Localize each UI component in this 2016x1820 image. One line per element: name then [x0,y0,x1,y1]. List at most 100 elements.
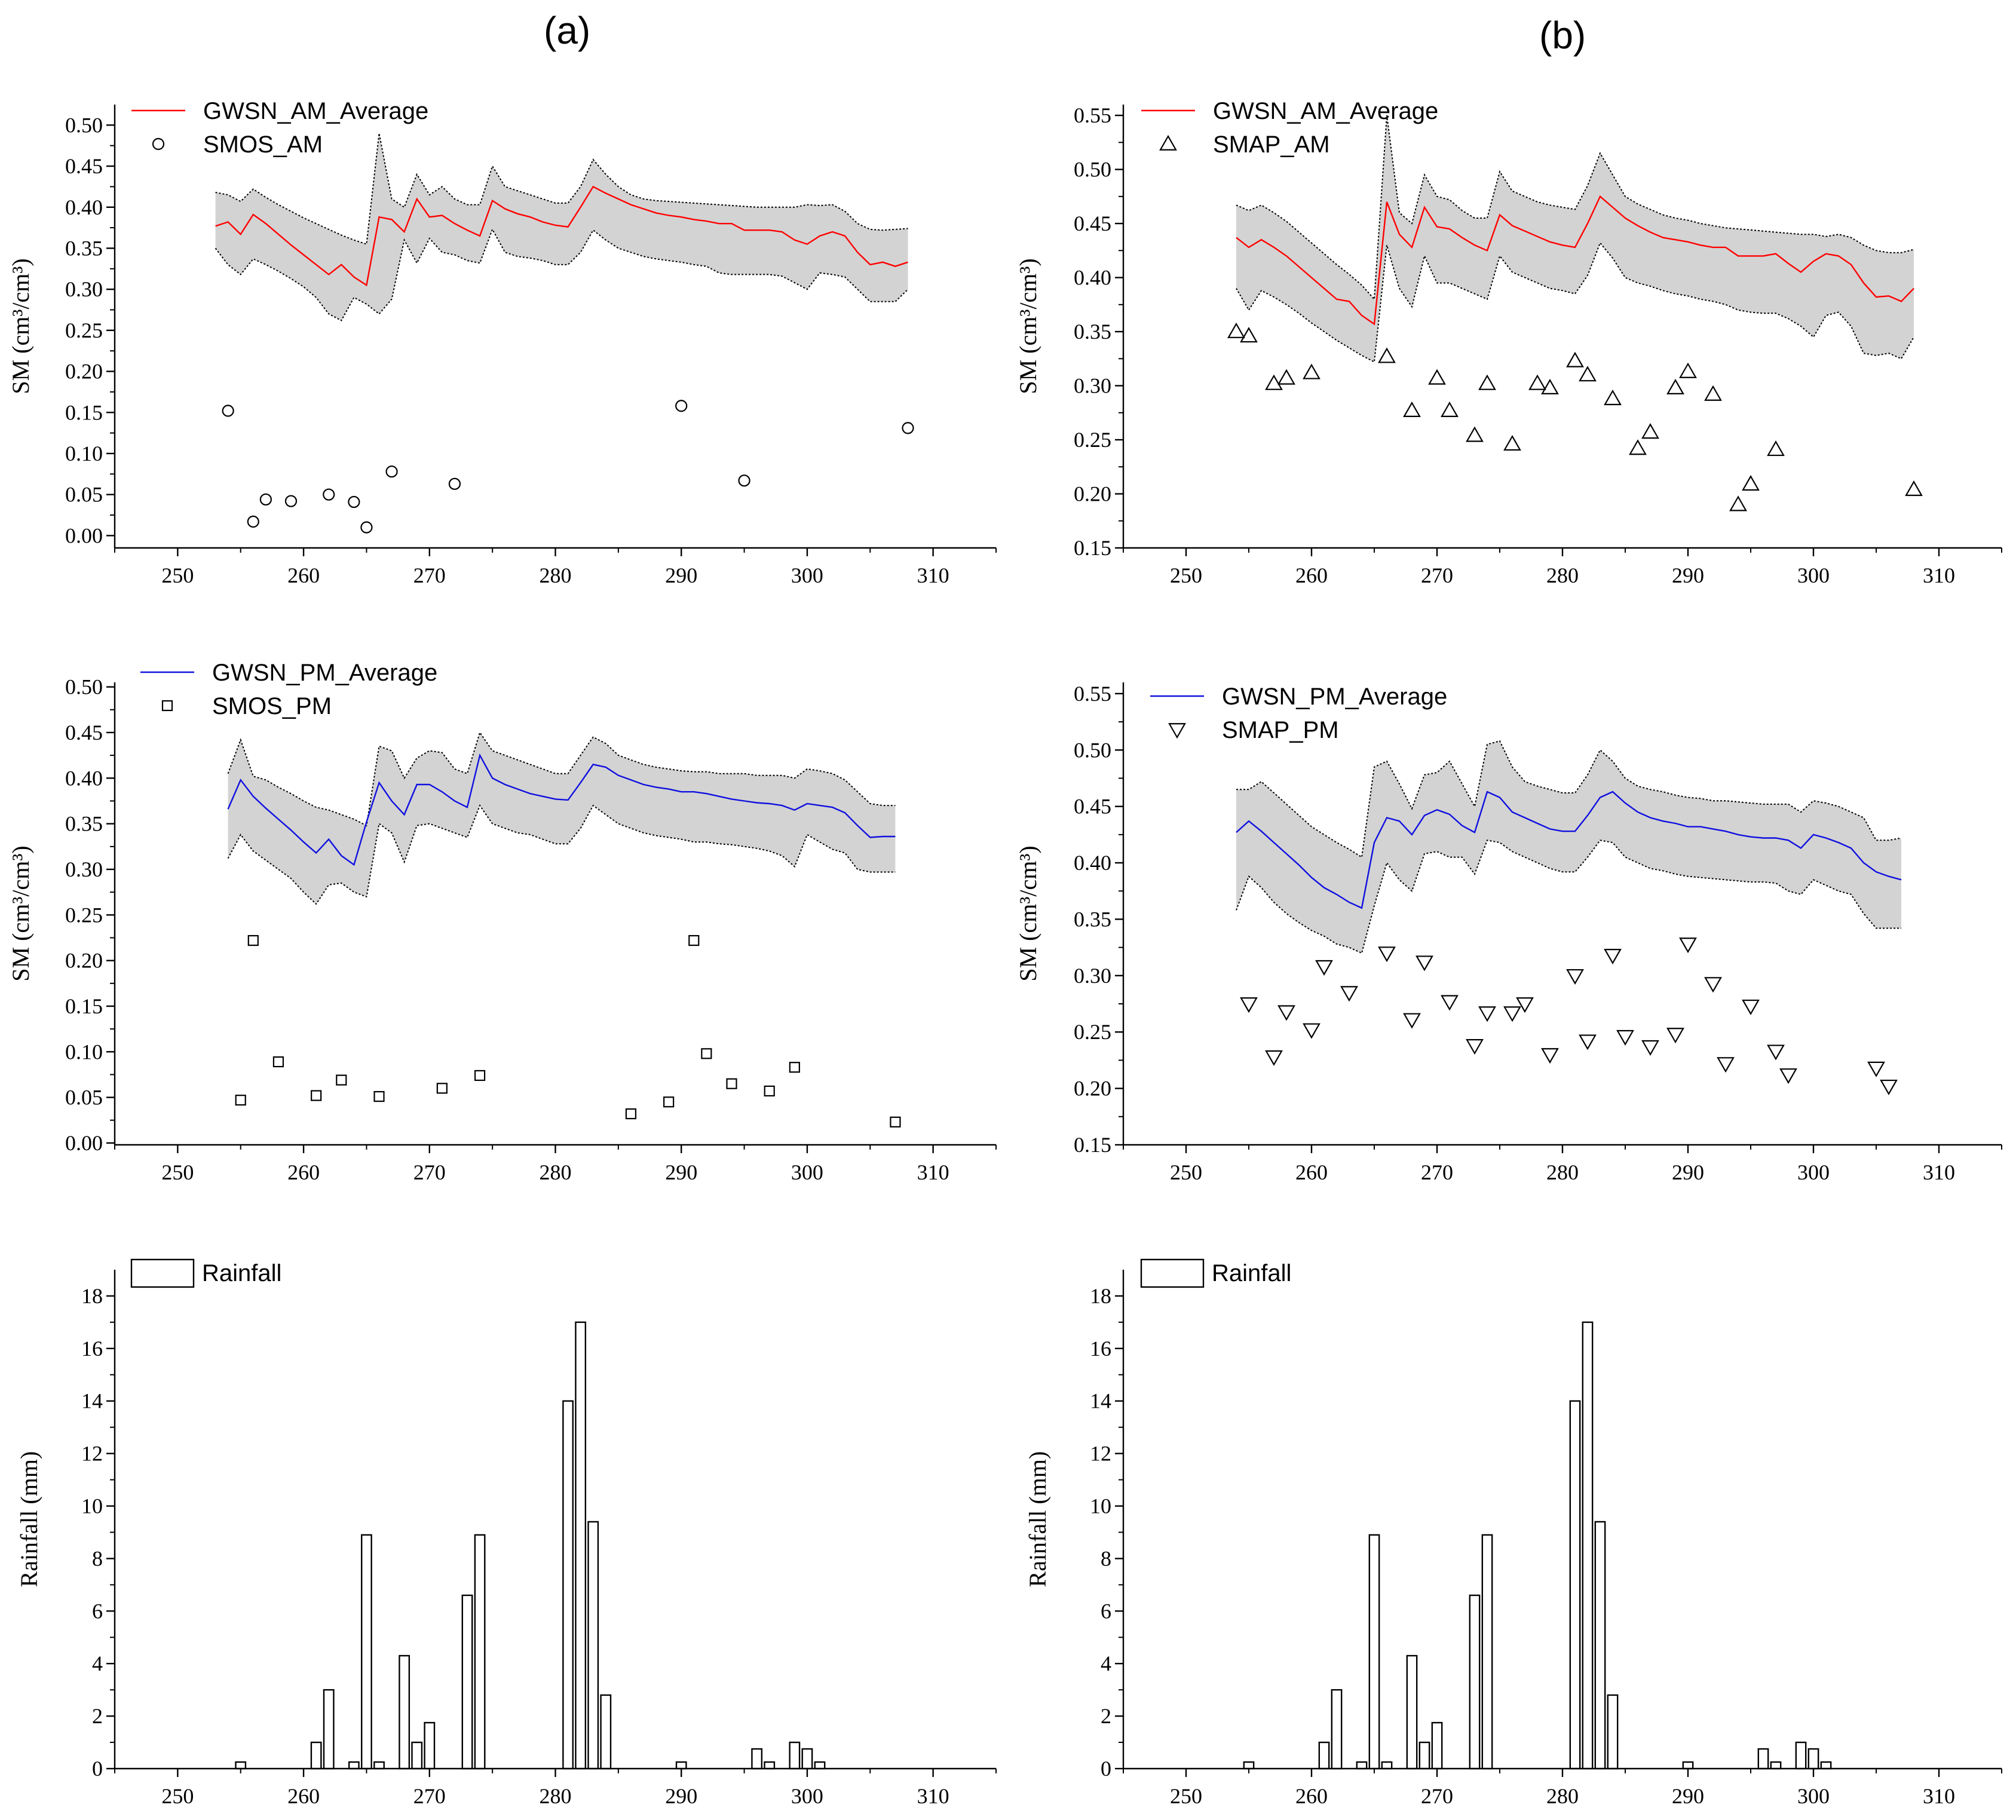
data-point [738,474,750,487]
y-tick-label: 0.50 [65,675,103,699]
data-point [1767,1044,1785,1061]
data-point [1729,495,1747,511]
y-tick-label: 0.30 [65,857,103,881]
y-tick-label: 16 [81,1337,103,1361]
bar [399,1654,410,1770]
bar [1594,1521,1606,1770]
y-tick-label: 0.00 [65,523,103,547]
data-point [247,515,259,528]
data-point [1867,1061,1885,1077]
band-lower-edge [1236,839,1901,954]
bar [801,1748,813,1770]
legend-bar-swatch [130,1258,195,1288]
chart-b-soil-moisture-pm: 250 260 270 280 290 300 310 0.15 0.20 0.25 0.30 0.3… [1015,682,2002,1183]
data-point [222,405,234,417]
bar [1770,1761,1782,1770]
y-tick-label: 4 [92,1652,103,1675]
data-point [1666,1028,1684,1044]
y-tick-label: 0.45 [1074,795,1111,819]
y-tick-label: 0.40 [65,766,103,790]
y-tick-label: 0.30 [1074,374,1111,398]
x-tick-label: 310 [917,1784,949,1808]
x-tick-label: 250 [161,1160,194,1183]
data-point [1378,347,1396,363]
legend-label: GWSN_AM_Average [1213,98,1438,124]
data-point [1717,1057,1735,1073]
x-tick-label: 270 [413,563,446,587]
x-tick-label: 250 [161,563,194,587]
x-tick-label: 280 [540,1784,572,1808]
data-point [1265,374,1283,390]
x-tick-label: 250 [1170,563,1202,587]
data-point [1779,1068,1797,1084]
data-point [348,495,360,508]
bar [1682,1761,1694,1770]
data-point [701,1048,712,1059]
bar [424,1721,436,1770]
y-tick-label: 14 [1090,1389,1111,1413]
data-point [1616,1030,1634,1046]
bar [789,1741,801,1770]
data-point [789,1062,800,1073]
x-tick-label: 270 [413,1160,446,1183]
x-tick-label: 250 [1170,1160,1202,1183]
bar [1757,1748,1769,1770]
data-point [1579,1034,1597,1050]
y-tick-label: 8 [92,1546,103,1570]
x-axis-label: DOY [1535,1818,1589,1820]
y-tick-label: 0.00 [65,1131,103,1155]
x-tick-label: 300 [1797,1160,1830,1183]
y-tick-label: 0.50 [1074,158,1111,182]
data-point [764,1085,775,1097]
data-point [1403,401,1421,418]
data-point [1240,327,1258,343]
x-tick-label: 280 [1546,1160,1579,1183]
y-tick-label: 0.40 [1074,266,1111,290]
data-point [1478,374,1496,390]
y-tick-label: 6 [92,1599,103,1623]
bar [348,1761,360,1770]
data-point [1315,960,1333,976]
x-tick-label: 300 [1797,563,1830,587]
chart-a-soil-moisture-am: 250 260 270 280 290 300 310 0.00 0.05 0.10 0.15 0.2… [7,98,997,587]
x-tick-label: 260 [287,563,320,587]
data-point [1528,374,1546,390]
legend-label: GWSN_AM_Average [203,98,428,124]
bar [675,1761,687,1770]
y-tick-label: 0.45 [65,154,103,178]
bar [1582,1321,1594,1770]
data-point [1704,385,1722,401]
series-line-gwsn_pm_average [1236,790,1902,909]
data-point [311,1090,322,1101]
x-tick-label: 270 [1421,1784,1453,1808]
y-tick-label: 0.40 [1074,851,1111,875]
x-tick-label: 300 [791,1784,823,1808]
band-upper-edge [1236,740,1902,859]
data-point [385,465,398,478]
data-point [1303,1023,1320,1039]
x-tick-label: 260 [1295,1784,1328,1808]
y-axis-label: SM (cm³/cm³) [7,845,34,981]
data-point [1265,1050,1283,1066]
y-tick-label: 0.45 [65,721,103,744]
data-point [436,1083,448,1094]
band-lower-edge [227,804,896,905]
y-tick-label: 0.40 [65,195,103,219]
data-point [474,1070,486,1081]
y-tick-label: 0.05 [65,483,103,507]
data-point [1604,948,1622,965]
data-point [1880,1079,1898,1096]
x-tick-label: 290 [1672,1160,1704,1183]
data-point [890,1116,901,1127]
data-point [1303,363,1320,379]
legend-label: SMAP_PM [1222,717,1339,743]
data-point [1541,1048,1559,1064]
series-line-gwsn_pm_average [227,753,896,866]
y-tick-label: 0.25 [65,318,103,342]
panel-label-a: (a) [544,9,591,52]
x-tick-label: 310 [917,1160,949,1183]
y-tick-label: 0.35 [65,236,103,260]
series-line-gwsn_am_average [1236,195,1914,326]
x-tick-label: 310 [917,563,949,587]
y-tick-label: 0.25 [65,903,103,927]
